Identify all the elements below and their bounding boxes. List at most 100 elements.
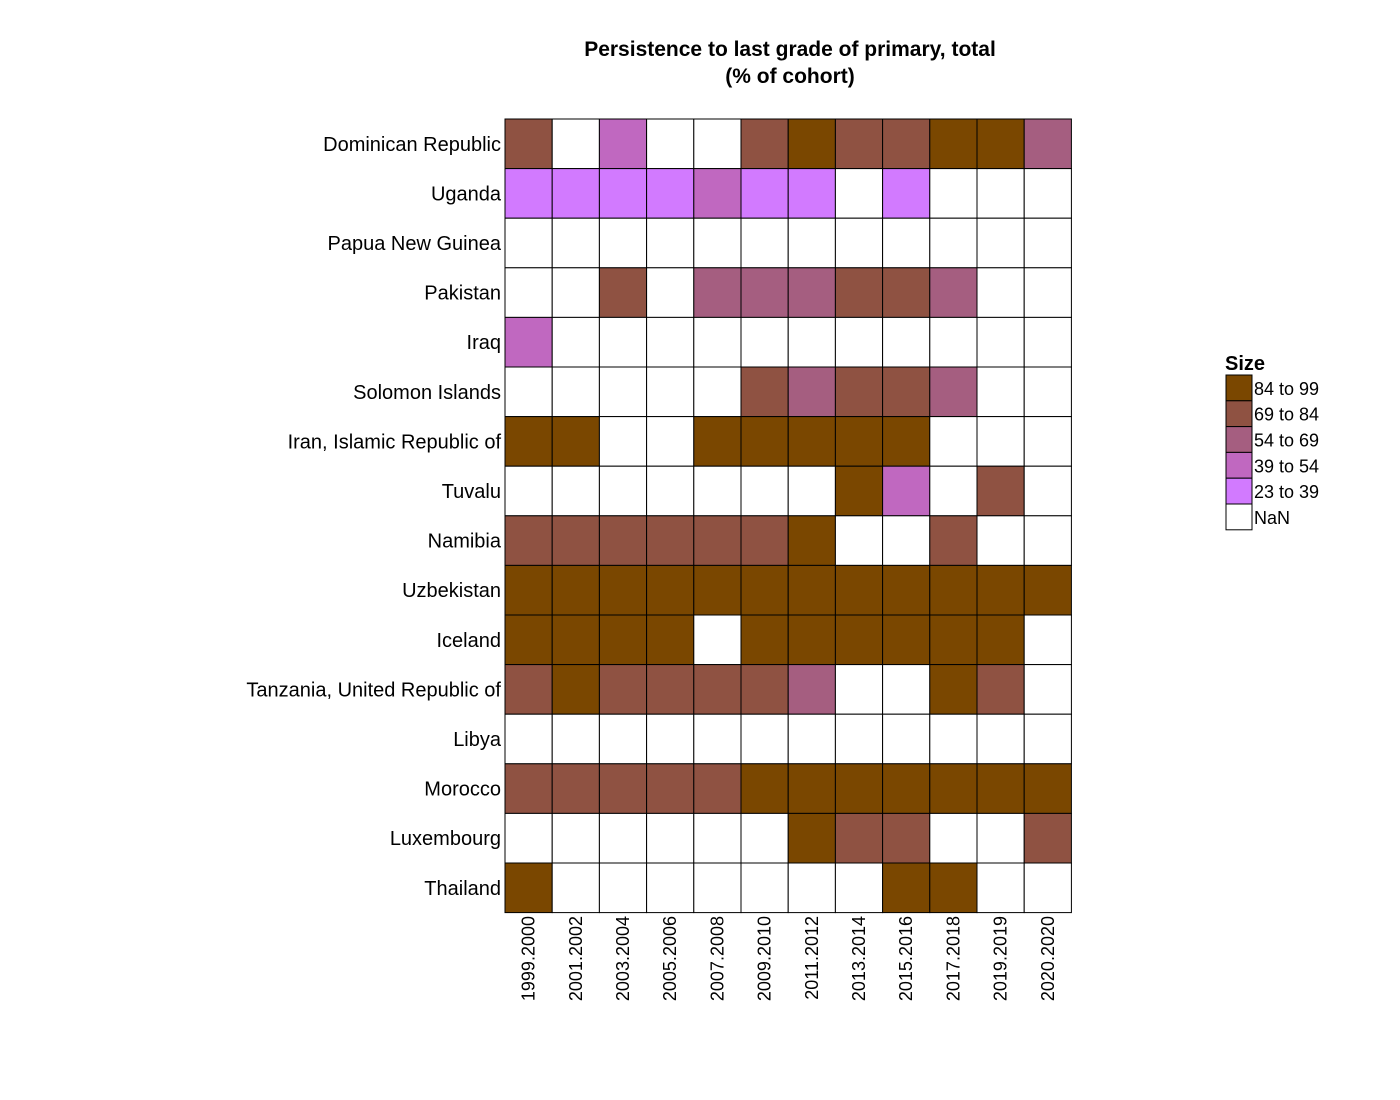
heatmap-cell	[504, 416, 553, 467]
column-label: 2017.2018	[943, 916, 963, 1001]
heatmap-cell	[1023, 664, 1072, 715]
heatmap-cell	[504, 168, 553, 219]
heatmap-cell	[504, 763, 553, 814]
heatmap-cell	[740, 664, 789, 715]
heatmap-cell	[834, 267, 884, 318]
heatmap-cell	[976, 862, 1025, 914]
legend-label: NaN	[1254, 508, 1290, 528]
heatmap-cell	[504, 217, 553, 269]
heatmap-cell	[787, 515, 836, 566]
heatmap-cell	[551, 217, 600, 269]
column-label: 2013.2014	[849, 916, 869, 1001]
column-labels: 1999.2000 2001.2002 2003.2004 2005.2006 2007…	[519, 916, 1058, 1001]
heatmap-cell	[598, 614, 648, 666]
heatmap-cell	[787, 465, 836, 517]
heatmap-cell	[1023, 614, 1072, 666]
heatmap-cell	[504, 465, 553, 517]
heatmap-cell	[646, 564, 695, 616]
heatmap-cell	[551, 416, 600, 467]
heatmap-cell	[787, 118, 836, 170]
heatmap-cell	[551, 763, 600, 814]
heatmap-cell	[976, 664, 1025, 715]
heatmap-cell	[882, 168, 931, 219]
heatmap-cell	[882, 267, 931, 318]
heatmap-cell	[740, 812, 789, 864]
heatmap-cell	[693, 416, 742, 467]
heatmap-cell	[787, 366, 836, 418]
heatmap-cell	[646, 366, 695, 418]
heatmap-cell	[1023, 812, 1072, 864]
legend-label: 69 to 84	[1254, 405, 1319, 425]
heatmap-cell	[598, 564, 648, 616]
heatmap-cell	[834, 316, 884, 368]
row-label: Uzbekistan	[402, 580, 501, 602]
heatmap-cell	[976, 515, 1025, 566]
heatmap-cell	[646, 862, 695, 914]
heatmap-cell	[929, 465, 978, 517]
heatmap-cell	[504, 862, 553, 914]
legend-swatch	[1225, 477, 1253, 505]
heatmap-cell	[976, 564, 1025, 616]
legend-title: Size	[1225, 353, 1265, 375]
heatmap-cell	[693, 168, 742, 219]
heatmap-cell	[976, 118, 1025, 170]
heatmap-cell	[504, 267, 553, 318]
heatmap-cell	[646, 614, 695, 666]
heatmap-cell	[504, 664, 553, 715]
heatmap-cell	[598, 267, 648, 318]
chart-title-line-2: (% of cohort)	[725, 65, 854, 88]
heatmap-cell	[598, 664, 648, 715]
heatmap-cell	[551, 465, 600, 517]
column-label: 2009.2010	[755, 916, 775, 1001]
heatmap-cell	[551, 812, 600, 864]
heatmap-cell	[646, 416, 695, 467]
heatmap-cell	[740, 862, 789, 914]
heatmap-cell	[551, 614, 600, 666]
legend: Size 84 to 99 69 to 84 54 to 69 39 to 54 23 …	[1225, 353, 1319, 531]
heatmap-cell	[693, 564, 742, 616]
heatmap-cell	[646, 267, 695, 318]
row-label: Thailand	[424, 878, 501, 900]
heatmap-cell	[598, 763, 648, 814]
heatmap-cell	[929, 316, 978, 368]
heatmap-cell	[834, 812, 884, 864]
row-label: Pakistan	[424, 283, 501, 305]
heatmap-cell	[646, 664, 695, 715]
column-label: 2005.2006	[660, 916, 680, 1001]
heatmap-cell	[693, 366, 742, 418]
heatmap-cell	[976, 812, 1025, 864]
heatmap-cell	[646, 217, 695, 269]
heatmap-cell	[929, 267, 978, 318]
heatmap-cell	[976, 217, 1025, 269]
heatmap-cell	[1023, 217, 1072, 269]
heatmap-cell	[882, 763, 931, 814]
heatmap-cell	[929, 416, 978, 467]
heatmap-cell	[551, 316, 600, 368]
heatmap-cell	[598, 366, 648, 418]
heatmap-cell	[929, 564, 978, 616]
heatmap-cell	[882, 515, 931, 566]
legend-swatch	[1225, 400, 1253, 428]
heatmap-cell	[882, 366, 931, 418]
heatmap-cell	[834, 664, 884, 715]
heatmap-cell	[1023, 564, 1072, 616]
row-label: Iceland	[437, 630, 502, 652]
heatmap-cell	[693, 664, 742, 715]
heatmap-cell	[976, 168, 1025, 219]
heatmap-cell	[787, 267, 836, 318]
heatmap-cell	[740, 118, 789, 170]
legend-label: 23 to 39	[1254, 482, 1319, 502]
heatmap-cell	[693, 267, 742, 318]
heatmap-cell	[740, 465, 789, 517]
heatmap-cell	[976, 366, 1025, 418]
heatmap-cell	[646, 763, 695, 814]
heatmap-cell	[551, 664, 600, 715]
heatmap-cell	[551, 118, 600, 170]
heatmap-cell	[834, 217, 884, 269]
legend-swatch	[1225, 451, 1253, 479]
heatmap-cell	[646, 713, 695, 765]
heatmap-cell	[834, 564, 884, 616]
row-label: Tuvalu	[442, 481, 501, 503]
heatmap-cell	[598, 812, 648, 864]
heatmap-cell	[834, 763, 884, 814]
